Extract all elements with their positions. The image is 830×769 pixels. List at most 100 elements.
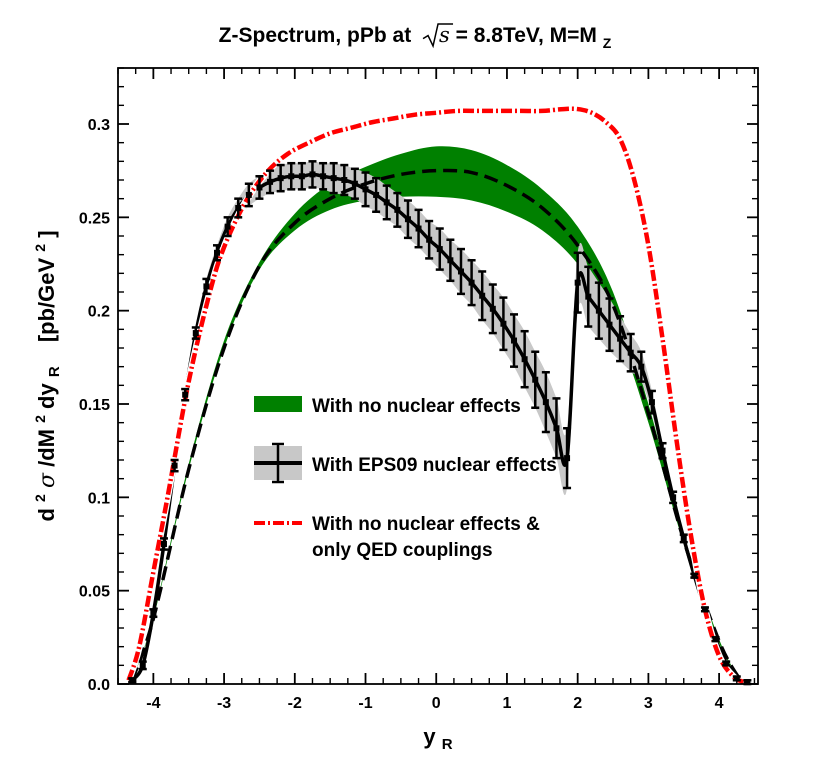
- data-point: [712, 636, 719, 643]
- y-label-mid: /dM: [34, 429, 59, 467]
- y-tick-label: 0.3: [88, 117, 110, 134]
- y-ticks: 0.0 0.05 0.1 0.15 0.2 0.25 0.3: [79, 67, 758, 694]
- data-point: [320, 173, 327, 180]
- data-point: [489, 305, 496, 312]
- y-label-d: d: [34, 508, 59, 521]
- data-point: [744, 679, 751, 686]
- eps09-errorbar: [711, 636, 720, 643]
- data-point: [585, 293, 592, 300]
- y-label-unit-open: [pb/GeV: [34, 258, 59, 343]
- eps09-errorbar: [690, 572, 699, 579]
- data-point: [553, 425, 560, 432]
- eps09-errorbar: [626, 332, 635, 373]
- data-point: [192, 330, 199, 337]
- x-axis-label-sub: R: [442, 736, 453, 753]
- legend: With no nuclear effects With EPS09 nucle…: [254, 396, 557, 561]
- title-sub: Z: [603, 35, 612, 51]
- eps09-uncertainty-band: [132, 161, 748, 684]
- x-tick-label: -2: [288, 695, 302, 712]
- eps09-errorbar: [234, 197, 243, 219]
- eps09-errorbar: [149, 608, 158, 619]
- eps09-errorbar: [594, 281, 603, 340]
- y-tick-label: 0.25: [79, 210, 110, 227]
- data-point: [447, 257, 454, 264]
- eps09-errorbar: [679, 533, 688, 544]
- data-point: [214, 249, 221, 256]
- eps09-errorbar: [541, 371, 550, 434]
- eps09-errorbar: [531, 350, 540, 409]
- legend-label-qed-line2: only QED couplings: [312, 540, 493, 561]
- eps09-errorbar: [573, 251, 582, 314]
- band-eps09: [132, 161, 748, 684]
- data-point: [150, 610, 157, 617]
- data-point: [139, 662, 146, 669]
- x-axis-label: y R: [423, 724, 452, 753]
- data-point: [595, 307, 602, 314]
- eps09-errorbar: [467, 259, 476, 307]
- data-point: [500, 320, 507, 327]
- plot-frame: [117, 67, 759, 685]
- data-point: [394, 206, 401, 213]
- eps09-errorbar: [213, 244, 222, 262]
- y-tick-label: 0.2: [88, 304, 110, 321]
- eps09-errorbar: [563, 427, 572, 490]
- eps09-errorbar: [414, 208, 423, 249]
- data-point: [330, 175, 337, 182]
- data-point: [564, 455, 571, 462]
- eps09-errorbar: [647, 389, 656, 415]
- data-point: [606, 321, 613, 328]
- eps09-errorbar: [276, 163, 285, 193]
- y-label-sup1: 2: [32, 494, 48, 502]
- x-tick-label: 3: [644, 695, 653, 712]
- data-point: [256, 184, 263, 191]
- data-point: [309, 171, 316, 178]
- eps09-errorbar: [552, 397, 561, 460]
- eps09-errorbar: [350, 167, 359, 200]
- eps09-errorbar: [478, 270, 487, 322]
- title-sqrt-s: s: [439, 23, 450, 47]
- data-point: [723, 660, 730, 667]
- data-point: [627, 349, 634, 356]
- eps09-errorbar: [425, 219, 434, 260]
- eps09-errorbar: [372, 176, 381, 213]
- data-point: [680, 535, 687, 542]
- data-point: [298, 173, 305, 180]
- data-point: [373, 191, 380, 198]
- eps09-errorbar: [244, 182, 253, 208]
- eps09-errorbar: [446, 238, 455, 283]
- sqrt-sign: [422, 23, 454, 49]
- legend-label-no-nuclear: With no nuclear effects: [312, 396, 521, 417]
- y-label-unit-sup: 2: [32, 244, 48, 252]
- eps09-errorbar: [520, 329, 529, 389]
- data-point: [182, 391, 189, 398]
- data-point: [288, 173, 295, 180]
- eps09-errorbar: [297, 161, 306, 191]
- data-point: [160, 541, 167, 547]
- eps09-errorbar: [488, 283, 497, 335]
- data-point: [659, 447, 666, 454]
- eps09-errorbar: [159, 537, 168, 551]
- x-tick-label: -3: [217, 695, 231, 712]
- data-point: [511, 337, 518, 344]
- y-label-sub: R: [46, 366, 63, 377]
- legend-swatch-band: [254, 396, 302, 412]
- eps09-errorbar: [138, 660, 147, 671]
- data-point: [224, 223, 231, 230]
- data-point: [574, 279, 581, 286]
- x-axis-label-main: y: [423, 724, 436, 749]
- eps09-errorbar: [669, 490, 678, 505]
- y-tick-label: 0.15: [79, 397, 110, 414]
- x-tick-label: 4: [715, 695, 724, 712]
- x-tick-label: -4: [146, 695, 160, 712]
- eps09-errorbar: [202, 277, 211, 296]
- eps09-errorbar: [319, 161, 328, 191]
- data-point: [521, 356, 528, 363]
- data-point: [235, 205, 242, 211]
- data-point: [436, 246, 443, 253]
- title-part2: = 8.8TeV, M=M: [456, 24, 597, 47]
- eps09-errorbar: [128, 677, 137, 684]
- data-point: [404, 216, 411, 223]
- data-point: [426, 236, 433, 243]
- no-nuclear-effects-central-line: [130, 168, 742, 682]
